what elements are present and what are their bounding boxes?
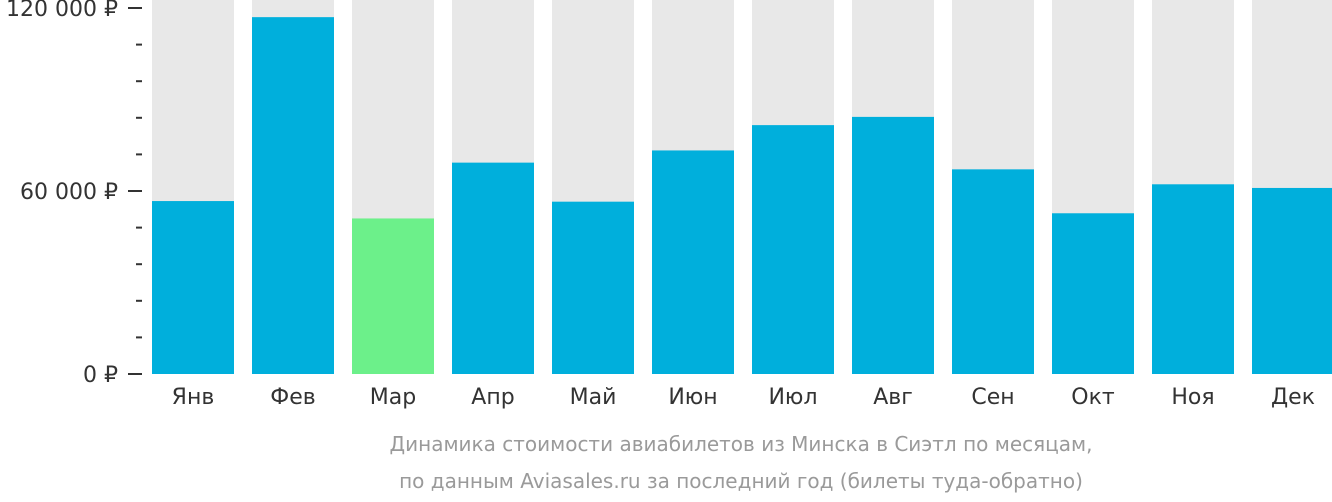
bar-10[interactable] xyxy=(1052,213,1134,374)
bar-11[interactable] xyxy=(1152,184,1234,374)
x-tick-label: Апр xyxy=(471,385,514,410)
y-axis: 0 ₽ 60 000 ₽ 120 000 ₽ xyxy=(6,0,142,388)
x-tick-label: Мар xyxy=(370,385,416,410)
x-tick-label: Янв xyxy=(172,385,215,410)
y-tick-label: 60 000 ₽ xyxy=(20,180,118,205)
bar-7[interactable] xyxy=(752,125,834,375)
bar-2[interactable] xyxy=(252,17,334,375)
bar-12[interactable] xyxy=(1252,187,1332,374)
x-tick-label: Ноя xyxy=(1171,385,1214,410)
x-tick-label: Июл xyxy=(768,385,817,410)
x-tick-label: Авг xyxy=(873,385,913,410)
y-tick-label: 120 000 ₽ xyxy=(6,0,118,22)
x-tick-label: Фев xyxy=(270,385,315,410)
x-tick-label: Дек xyxy=(1271,385,1315,410)
x-tick-label: Окт xyxy=(1071,385,1115,410)
bar-4[interactable] xyxy=(452,162,534,374)
y-tick-label: 0 ₽ xyxy=(83,363,118,388)
x-axis: Янв Фев Мар Апр Май Июн Июл Авг Сен Окт Ноя Дек xyxy=(172,385,1315,410)
caption-line-2: по данным Aviasales.ru за последний год … xyxy=(399,469,1083,493)
x-tick-label: Июн xyxy=(668,385,717,410)
caption-line-1: Динамика стоимости авиабилетов из Минска… xyxy=(390,432,1093,456)
bar-5[interactable] xyxy=(552,201,634,374)
bar-3[interactable] xyxy=(352,218,434,374)
bar-8[interactable] xyxy=(852,116,934,374)
bars xyxy=(152,17,1332,375)
bar-1[interactable] xyxy=(152,201,234,374)
bar-6[interactable] xyxy=(652,150,734,374)
x-tick-label: Май xyxy=(570,385,617,410)
bar-9[interactable] xyxy=(952,169,1034,374)
x-tick-label: Сен xyxy=(971,385,1014,410)
